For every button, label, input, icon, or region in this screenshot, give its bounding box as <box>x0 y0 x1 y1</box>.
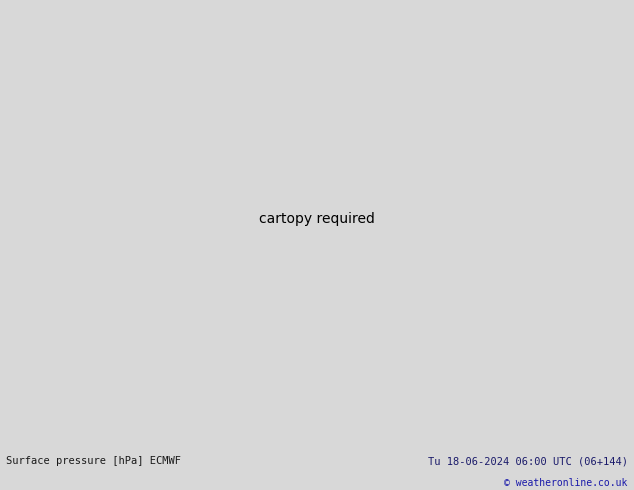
Text: Tu 18-06-2024 06:00 UTC (06+144): Tu 18-06-2024 06:00 UTC (06+144) <box>428 456 628 466</box>
Text: cartopy required: cartopy required <box>259 212 375 226</box>
Text: Surface pressure [hPa] ECMWF: Surface pressure [hPa] ECMWF <box>6 456 181 466</box>
Text: © weatheronline.co.uk: © weatheronline.co.uk <box>504 478 628 489</box>
